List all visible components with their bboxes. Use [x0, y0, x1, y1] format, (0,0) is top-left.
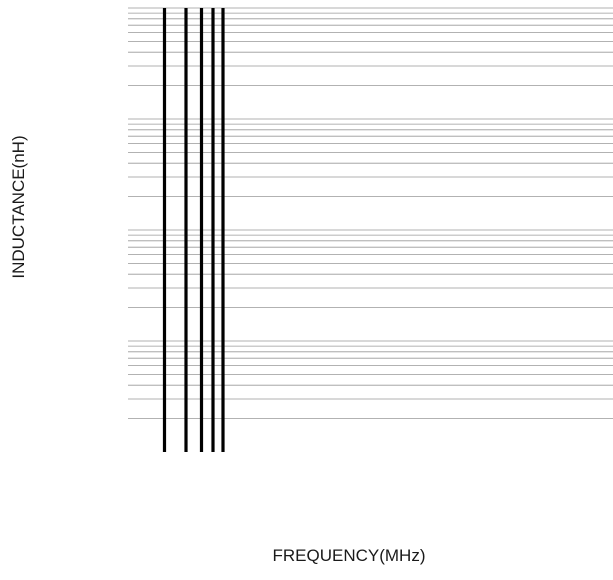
horizontal-gridlines	[128, 7, 613, 420]
x-axis-label: FREQUENCY(MHz)	[272, 546, 426, 565]
vertical-axis-lines	[162, 8, 225, 452]
y-axis-label: INDUCTANCE(nH)	[9, 135, 28, 279]
